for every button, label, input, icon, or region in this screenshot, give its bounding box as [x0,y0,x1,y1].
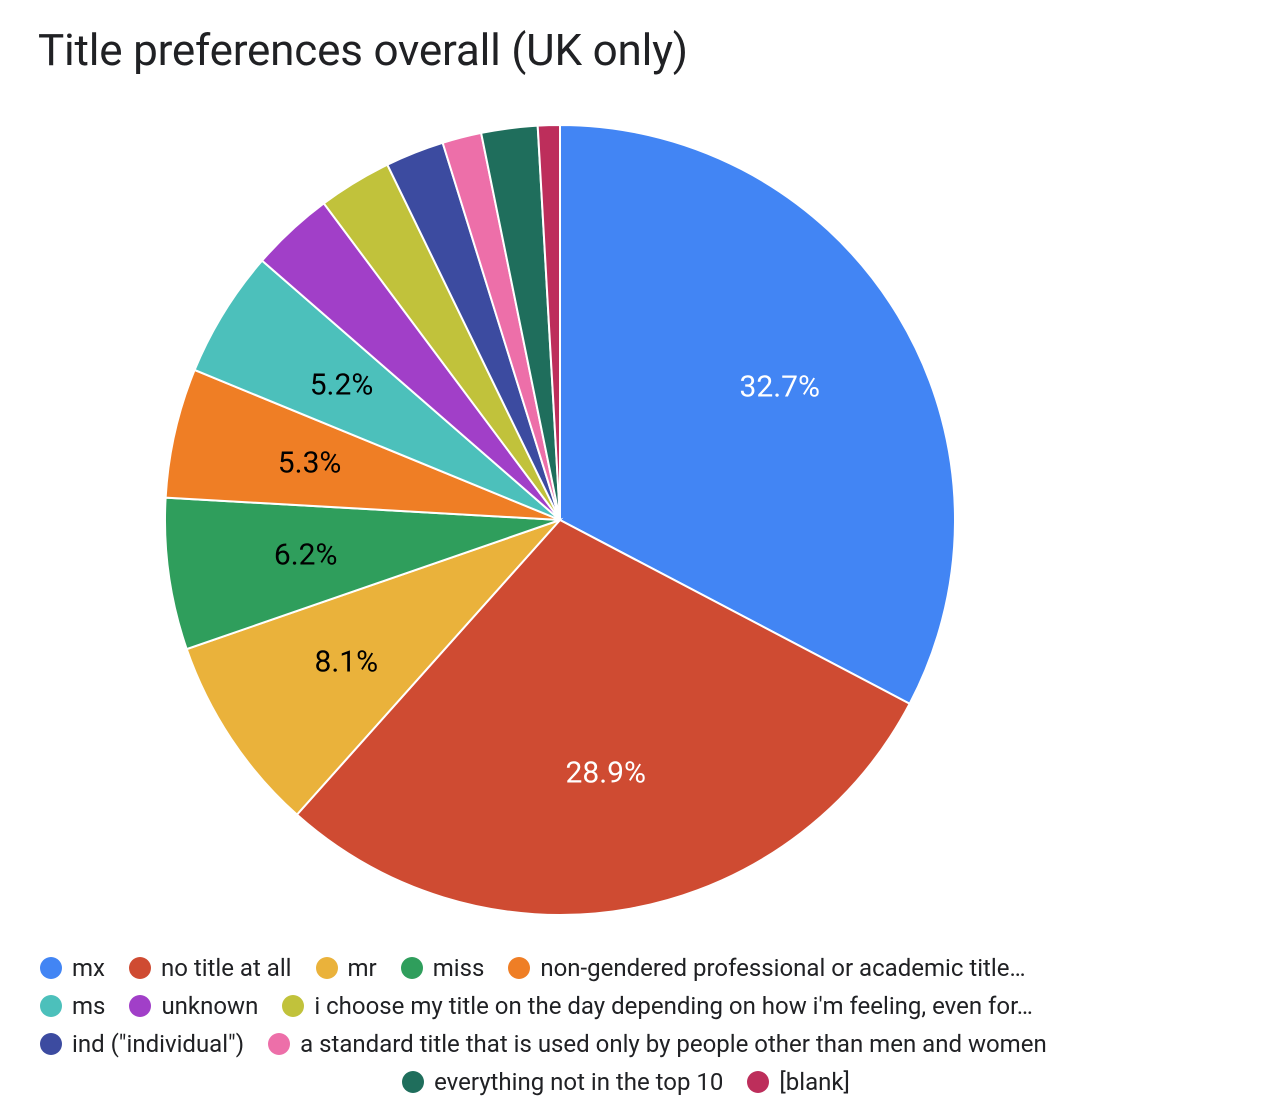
legend-swatch-rest [402,1071,424,1093]
legend-item-ind: ind ("individual") [40,1026,244,1062]
legend-label-miss: miss [433,950,485,986]
legend-label-rest: everything not in the top 10 [434,1064,723,1096]
legend-item-unk: unknown [129,988,258,1024]
legend-row: ms unknown i choose my title on the day de… [40,988,1236,1024]
legend-label-unk: unknown [161,988,258,1024]
legend-label-blank: [blank] [779,1064,850,1096]
legend-row: mx no title at all mr miss non-gendered prof… [40,950,1236,986]
legend-item-miss: miss [401,950,485,986]
legend-swatch-std [268,1033,290,1055]
legend-row: ind ("individual") a standard title that … [40,1026,1236,1062]
legend-item-std: a standard title that is used only by pe… [268,1026,1047,1062]
legend-label-prof: non-gendered professional or academic ti… [540,950,1025,986]
legend-item-rest: everything not in the top 10 [402,1064,723,1096]
legend-swatch-unk [129,995,151,1017]
chart-title: Title preferences overall (UK only) [38,24,688,76]
legend-swatch-ms [40,995,62,1017]
legend-item-blank: [blank] [747,1064,850,1096]
legend-swatch-ind [40,1033,62,1055]
legend-label-none: no title at all [161,950,292,986]
legend-item-none: no title at all [129,950,292,986]
legend-item-ms: ms [40,988,105,1024]
legend-label-mr: mr [348,950,377,986]
legend-item-day: i choose my title on the day depending o… [282,988,1033,1024]
legend-row: everything not in the top 10 [blank] [40,1064,1236,1096]
legend-swatch-mx [40,957,62,979]
legend-label-std: a standard title that is used only by pe… [300,1026,1047,1062]
legend-label-mx: mx [72,950,105,986]
legend-label-day: i choose my title on the day depending o… [314,988,1033,1024]
legend: mx no title at all mr miss non-gendered prof… [40,950,1236,1096]
legend-label-ms: ms [72,988,105,1024]
legend-item-mx: mx [40,950,105,986]
legend-swatch-mr [316,957,338,979]
pie-chart [155,115,965,925]
legend-swatch-prof [508,957,530,979]
legend-label-ind: ind ("individual") [72,1026,244,1062]
legend-item-prof: non-gendered professional or academic ti… [508,950,1025,986]
legend-swatch-blank [747,1071,769,1093]
legend-item-mr: mr [316,950,377,986]
legend-swatch-none [129,957,151,979]
legend-swatch-day [282,995,304,1017]
legend-swatch-miss [401,957,423,979]
